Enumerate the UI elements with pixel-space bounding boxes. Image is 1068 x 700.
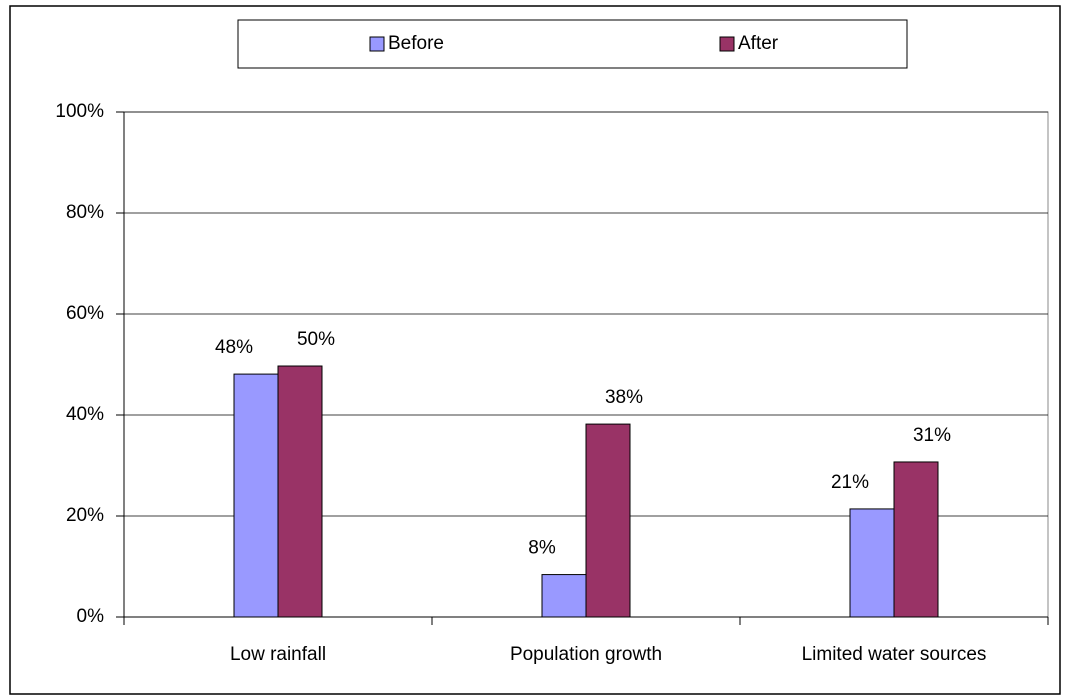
x-tick-label: Population growth	[510, 644, 662, 665]
bar	[849, 508, 895, 618]
legend-label: Before	[388, 33, 444, 54]
bar	[233, 373, 279, 618]
y-tick-label: 60%	[66, 303, 104, 324]
bar	[277, 365, 323, 618]
x-tick-label: Limited water sources	[802, 644, 987, 665]
value-label: 50%	[297, 329, 335, 350]
value-label: 31%	[913, 425, 951, 446]
legend-swatch	[719, 36, 735, 52]
value-label: 8%	[528, 538, 556, 559]
bar	[585, 423, 631, 618]
legend-box	[237, 19, 908, 69]
bar	[541, 574, 587, 618]
y-tick-label: 80%	[66, 202, 104, 223]
y-tick-label: 40%	[66, 404, 104, 425]
x-tick-label: Low rainfall	[230, 644, 326, 665]
value-label: 38%	[605, 387, 643, 408]
y-tick-label: 20%	[66, 505, 104, 526]
value-label: 21%	[831, 472, 869, 493]
y-tick-label: 100%	[55, 101, 104, 122]
legend-swatch	[369, 36, 385, 52]
legend-label: After	[738, 33, 779, 54]
y-tick-label: 0%	[77, 606, 105, 627]
value-label: 48%	[215, 337, 253, 358]
bar	[893, 461, 939, 618]
